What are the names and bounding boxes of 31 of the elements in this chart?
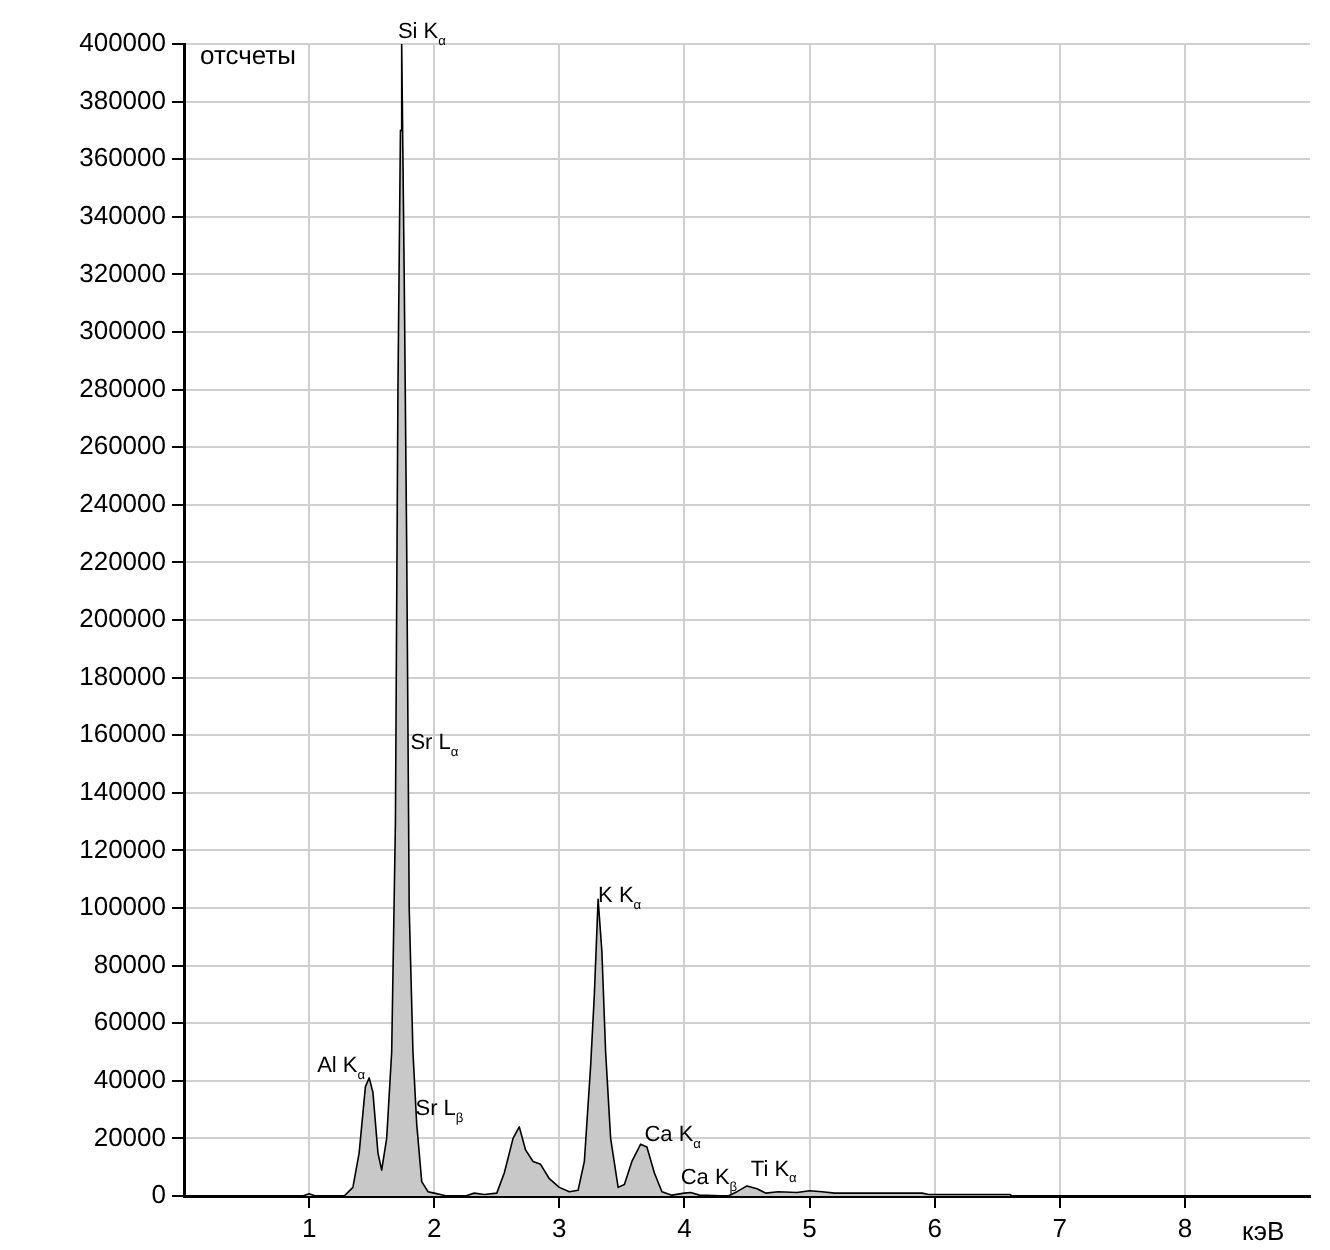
y-tick-label: 320000 — [79, 257, 166, 288]
x-tick-label: 3 — [552, 1212, 567, 1243]
y-tick-label: 0 — [151, 1179, 166, 1210]
y-tick-label: 120000 — [79, 833, 166, 864]
y-tick-label: 300000 — [79, 315, 166, 346]
y-tick-label: 240000 — [79, 487, 166, 518]
x-tick-label: 7 — [1052, 1212, 1068, 1243]
y-tick-label: 280000 — [79, 372, 166, 403]
y-tick-label: 200000 — [79, 603, 166, 634]
y-tick-label: 20000 — [93, 1121, 166, 1152]
y-tick-label: 80000 — [93, 948, 166, 979]
y-tick-label: 160000 — [79, 718, 166, 749]
x-tick-label: 4 — [677, 1212, 692, 1243]
y-tick-label: 220000 — [79, 545, 166, 576]
y-tick-label: 380000 — [79, 84, 166, 115]
x-tick-label: 2 — [426, 1212, 442, 1243]
y-tick-label: 360000 — [79, 142, 166, 173]
x-axis-title: кэВ — [1242, 1216, 1285, 1246]
y-tick-label: 180000 — [79, 660, 166, 691]
y-tick-label: 340000 — [79, 199, 166, 230]
y-tick-label: 140000 — [79, 775, 166, 806]
x-tick-label: 5 — [802, 1212, 817, 1243]
y-tick-label: 40000 — [93, 1063, 166, 1094]
y-tick-label: 400000 — [79, 27, 166, 58]
y-tick-label: 60000 — [93, 1006, 166, 1037]
x-tick-label: 8 — [1177, 1212, 1193, 1243]
y-tick-label: 260000 — [79, 430, 166, 461]
x-tick-label: 1 — [301, 1212, 317, 1243]
y-axis-title: отсчеты — [200, 40, 296, 70]
y-tick-label: 100000 — [79, 891, 166, 922]
x-tick-label: 6 — [927, 1212, 942, 1243]
